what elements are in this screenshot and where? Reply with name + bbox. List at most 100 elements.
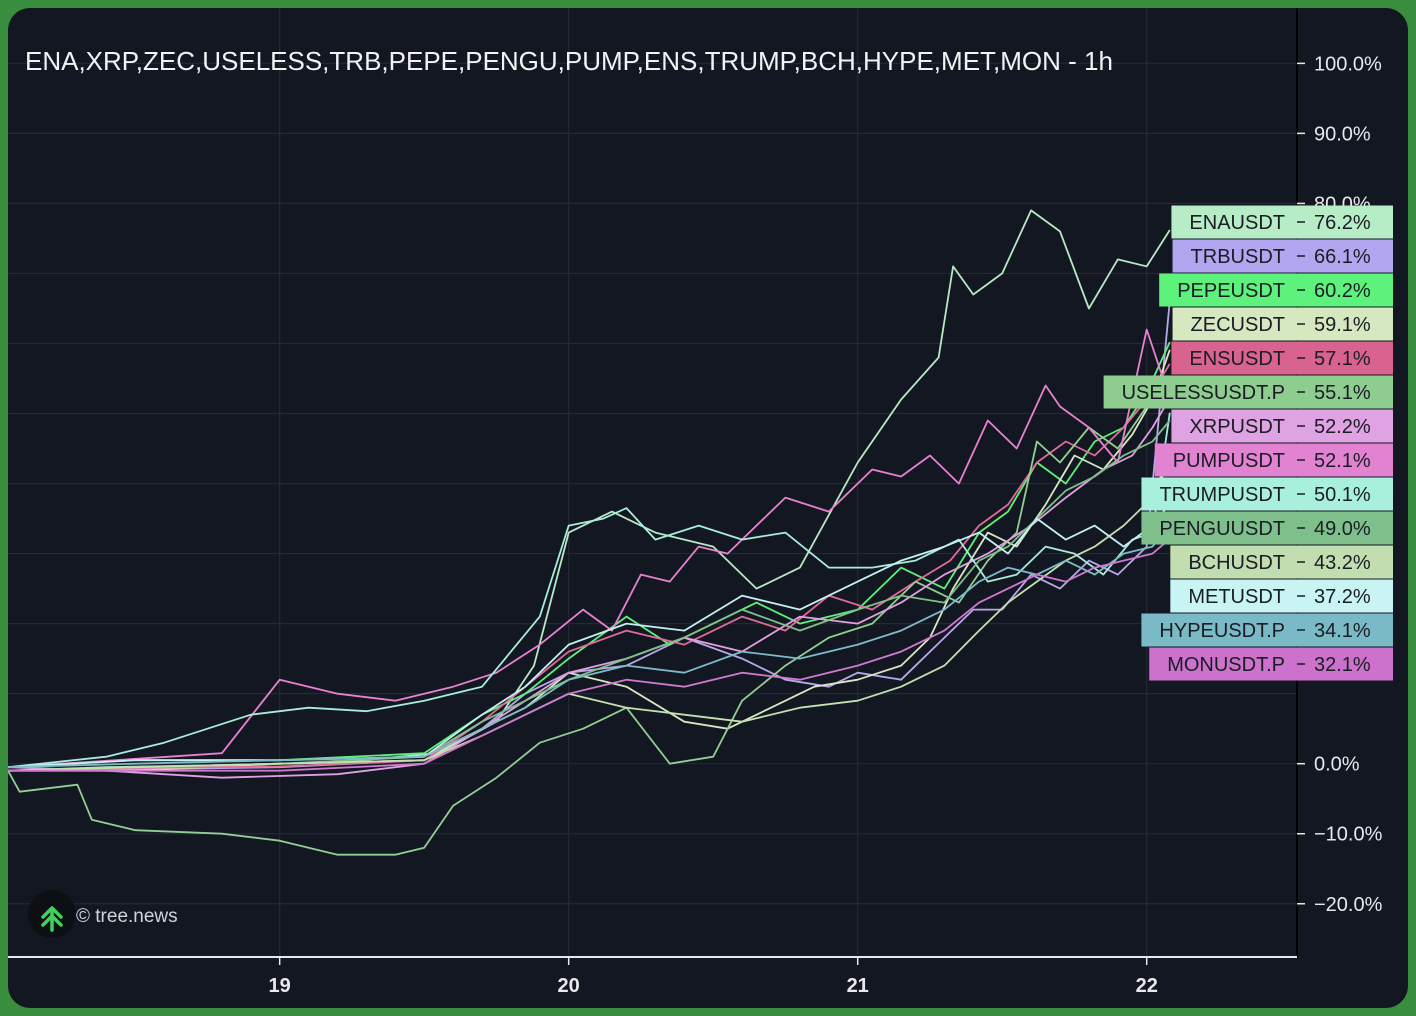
last-value-label-zecusdt: ZECUSDT 59.1% [1172,307,1393,341]
series-line-pumpusdt [8,328,1171,769]
series-value-box [1297,239,1393,273]
series-line-hypeusdt-p [8,524,1171,769]
last-value-label-monusdt-p: MONUSDT.P 32.1% [1149,647,1393,681]
series-name-label: METUSDT [1188,586,1285,608]
chart-svg: 100.0%90.0%80.0%0.0%−10.0%−20.0% 19 20 21 2… [8,8,1393,997]
last-value-label-hypeusdt-p: HYPEUSDT.P 34.1% [1141,613,1393,647]
series-value-label: 43.2% [1314,552,1371,574]
series-name-label: TRUMPUSDT [1159,484,1285,506]
series-name-box [1171,341,1297,375]
series-line-pepeusdt [8,341,1171,769]
series-name-box [1171,205,1297,239]
series-name-box [1171,409,1297,443]
series-line-enausdt [8,209,1171,772]
series-name-label: ENAUSDT [1189,212,1285,234]
last-value-label-penguusdt: PENGUUSDT 49.0% [1141,511,1393,545]
last-value-label-uselessusdt-p: USELESSUSDT.P 55.1% [1103,375,1393,409]
series-line-metusdt [8,502,1171,769]
series-name-box [1103,375,1297,409]
grid-layer [8,8,1297,957]
series-line-xrpusdt [8,397,1171,779]
series-value-label: 59.1% [1314,314,1371,336]
series-name-box [1149,647,1297,681]
series-name-label: MONUSDT.P [1167,654,1285,676]
series-line-ensusdt [8,363,1171,772]
series-name-label: USELESSUSDT.P [1122,382,1285,404]
series-line-penguusdt [8,419,1171,772]
series-name-box [1159,273,1297,307]
series-name-label: PEPEUSDT [1177,280,1285,302]
series-value-box [1297,375,1393,409]
series-name-box [1172,239,1297,273]
last-value-labels: ENAUSDT 76.2% TRBUSDT 66.1% PEPEUSDT 60.2% ZEC… [1103,205,1393,681]
series-value-label: 60.2% [1314,280,1371,302]
series-value-label: 55.1% [1314,382,1371,404]
last-value-label-bchusdt: BCHUSDT 43.2% [1170,545,1393,579]
series-line-trumpusdt [8,412,1171,769]
chart-frame: 100.0% 90.0% 80.0% 0.0% −10.0% −20.0% 19 20 21 2… [8,8,1408,1008]
chart-title: ENA,XRP,ZEC,USELESS,TRB,PEPE,PENGU,PUMP,… [25,46,1113,76]
series-name-box [1170,579,1297,613]
last-value-label-metusdt: METUSDT 37.2% [1170,579,1393,613]
last-value-label-xrpusdt: XRPUSDT 52.2% [1171,409,1393,443]
last-value-label-enausdt: ENAUSDT 76.2% [1171,205,1393,239]
series-name-label: PUMPUSDT [1173,450,1285,472]
series-value-box [1297,205,1393,239]
series-name-label: ENSUSDT [1189,348,1285,370]
series-value-box [1297,307,1393,341]
series-value-box [1297,341,1393,375]
watermark-text: © tree.news [76,906,178,927]
series-value-label: 37.2% [1314,586,1371,608]
series-value-box [1297,613,1393,647]
series-name-box [1141,511,1297,545]
series-line-bchusdt [8,460,1171,772]
y-tick-label: 90.0% [1314,123,1371,145]
x-tick-label: 19 [269,975,291,997]
series-lines-layer [8,209,1171,856]
series-name-label: HYPEUSDT.P [1159,620,1285,642]
series-value-box [1297,647,1393,681]
series-value-label: 76.2% [1314,212,1371,234]
last-value-label-trbusdt: TRBUSDT 66.1% [1172,239,1393,273]
series-value-box [1297,477,1393,511]
series-name-label: ZECUSDT [1191,314,1285,336]
tree-news-chevrons-icon [41,906,63,932]
series-value-box [1297,409,1393,443]
series-value-box [1297,579,1393,613]
series-value-label: 52.1% [1314,450,1371,472]
x-tick-label: 22 [1136,975,1158,997]
series-value-label: 52.2% [1314,416,1371,438]
x-tick-label: 21 [847,975,869,997]
series-name-box [1154,443,1297,477]
series-line-uselessusdt-p [8,377,1171,856]
series-value-box [1297,443,1393,477]
last-value-label-ensusdt: ENSUSDT 57.1% [1171,341,1393,375]
series-name-label: XRPUSDT [1189,416,1285,438]
series-value-box [1297,545,1393,579]
x-tick-label: 20 [558,975,580,997]
y-tick-label: −20.0% [1314,894,1383,916]
watermark: © tree.news [28,890,178,938]
series-value-label: 50.1% [1314,484,1371,506]
series-name-box [1141,613,1297,647]
series-name-label: PENGUUSDT [1159,518,1285,540]
series-name-label: TRBUSDT [1191,246,1285,268]
y-tick-label: 100.0% [1314,53,1382,75]
last-value-label-pumpusdt: PUMPUSDT 52.1% [1154,443,1393,477]
series-name-box [1170,545,1297,579]
series-value-box [1297,511,1393,545]
y-tick-labels: 100.0%90.0%80.0%0.0%−10.0%−20.0% [1297,53,1383,916]
series-value-label: 34.1% [1314,620,1371,642]
series-value-label: 57.1% [1314,348,1371,370]
x-tick-labels: 19 20 21 22 [269,957,1158,997]
last-value-label-pepeusdt: PEPEUSDT 60.2% [1159,273,1393,307]
last-value-label-trumpusdt: TRUMPUSDT 50.1% [1141,477,1393,511]
series-value-box [1297,273,1393,307]
y-tick-label: 0.0% [1314,754,1360,776]
series-name-label: BCHUSDT [1188,552,1285,574]
series-value-label: 49.0% [1314,518,1371,540]
series-line-monusdt-p [8,538,1171,772]
series-name-box [1141,477,1297,511]
series-name-box [1172,307,1297,341]
series-value-label: 66.1% [1314,246,1371,268]
